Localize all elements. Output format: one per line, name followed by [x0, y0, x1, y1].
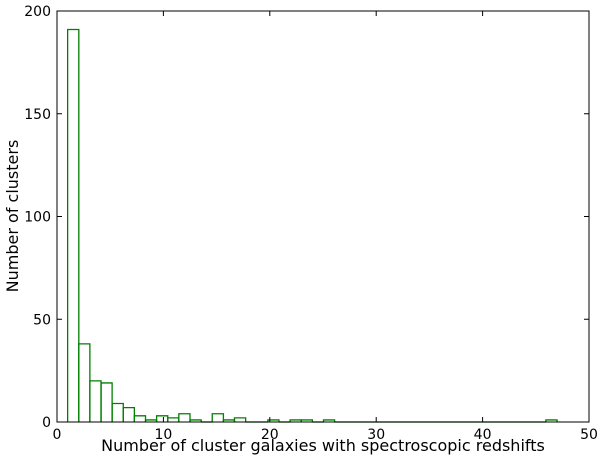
x-tick-label: 40 — [474, 427, 492, 443]
histogram-bin — [211, 413, 225, 422]
histogram-bin — [66, 28, 80, 422]
histogram-bin — [111, 402, 124, 422]
histogram-bin — [189, 419, 202, 422]
x-tick-label: 0 — [53, 427, 62, 443]
y-axis-label: Number of clusters — [3, 140, 22, 293]
x-axis-label: Number of cluster galaxies with spectros… — [101, 436, 545, 455]
y-tick-label: 200 — [24, 4, 51, 20]
histogram-bin — [89, 380, 102, 422]
histogram-bin — [133, 415, 147, 422]
plot-frame — [56, 10, 590, 423]
histogram-bin — [300, 419, 314, 422]
histogram-bin — [100, 382, 113, 422]
y-tick-label: 0 — [42, 415, 51, 431]
y-tick-label: 100 — [24, 210, 51, 226]
x-tick-label: 20 — [261, 427, 279, 443]
histogram-bin — [267, 419, 280, 422]
histogram-bin — [178, 413, 191, 422]
x-tick-label: 10 — [154, 427, 172, 443]
x-tick-label: 50 — [580, 427, 598, 443]
histogram-bin — [545, 419, 558, 422]
histogram-bin — [322, 419, 336, 422]
y-tick-label: 150 — [24, 107, 51, 123]
histogram-bin — [78, 343, 91, 422]
histogram-bin — [155, 415, 169, 422]
x-tick-label: 30 — [367, 427, 385, 443]
histogram-bin — [122, 406, 136, 422]
histogram-bin — [233, 417, 247, 422]
y-tick-label: 50 — [33, 312, 51, 328]
histogram-bin — [167, 417, 180, 422]
